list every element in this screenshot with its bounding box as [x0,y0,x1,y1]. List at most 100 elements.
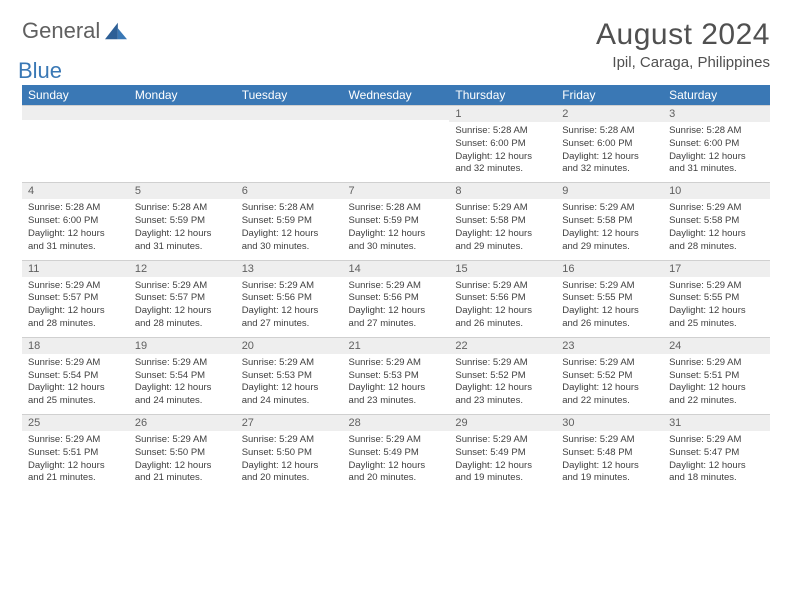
calendar-day-cell: 18Sunrise: 5:29 AMSunset: 5:54 PMDayligh… [22,337,129,414]
day-header-row: Sunday Monday Tuesday Wednesday Thursday… [22,85,770,105]
day-number: 10 [663,182,770,199]
day-info: Sunrise: 5:29 AMSunset: 5:51 PMDaylight:… [663,354,770,414]
sunset-text: Sunset: 5:53 PM [349,370,444,383]
day-info: Sunrise: 5:29 AMSunset: 5:58 PMDaylight:… [556,199,663,259]
daylight-text: Daylight: 12 hours and 26 minutes. [562,305,657,331]
day-info: Sunrise: 5:29 AMSunset: 5:52 PMDaylight:… [556,354,663,414]
sunset-text: Sunset: 5:56 PM [349,292,444,305]
daylight-text: Daylight: 12 hours and 22 minutes. [669,382,764,408]
sunset-text: Sunset: 6:00 PM [669,138,764,151]
calendar-day-cell: 27Sunrise: 5:29 AMSunset: 5:50 PMDayligh… [236,414,343,491]
day-info: Sunrise: 5:28 AMSunset: 5:59 PMDaylight:… [236,199,343,259]
sunrise-text: Sunrise: 5:29 AM [669,357,764,370]
day-number: 17 [663,260,770,277]
calendar-day-cell: 25Sunrise: 5:29 AMSunset: 5:51 PMDayligh… [22,414,129,491]
daylight-text: Daylight: 12 hours and 27 minutes. [349,305,444,331]
day-number: 3 [663,105,770,122]
sunrise-text: Sunrise: 5:28 AM [455,125,550,138]
day-header: Thursday [449,85,556,105]
day-header: Tuesday [236,85,343,105]
sunset-text: Sunset: 5:50 PM [135,447,230,460]
day-info: Sunrise: 5:29 AMSunset: 5:52 PMDaylight:… [449,354,556,414]
sunrise-text: Sunrise: 5:28 AM [349,202,444,215]
daylight-text: Daylight: 12 hours and 21 minutes. [28,460,123,486]
day-info: Sunrise: 5:29 AMSunset: 5:55 PMDaylight:… [663,277,770,337]
calendar-day-cell: 23Sunrise: 5:29 AMSunset: 5:52 PMDayligh… [556,337,663,414]
sunrise-text: Sunrise: 5:29 AM [455,280,550,293]
day-number [236,105,343,120]
day-info: Sunrise: 5:28 AMSunset: 5:59 PMDaylight:… [129,199,236,259]
month-title: August 2024 [596,18,770,52]
day-info: Sunrise: 5:29 AMSunset: 5:54 PMDaylight:… [22,354,129,414]
day-info [236,120,343,168]
daylight-text: Daylight: 12 hours and 29 minutes. [455,228,550,254]
logo: General Blue [22,18,127,70]
sunrise-text: Sunrise: 5:29 AM [135,280,230,293]
sunrise-text: Sunrise: 5:29 AM [669,434,764,447]
sunset-text: Sunset: 5:48 PM [562,447,657,460]
sunrise-text: Sunrise: 5:29 AM [455,357,550,370]
sunrise-text: Sunrise: 5:29 AM [669,280,764,293]
day-header: Friday [556,85,663,105]
sunrise-text: Sunrise: 5:29 AM [135,357,230,370]
sunrise-text: Sunrise: 5:29 AM [28,434,123,447]
sunrise-text: Sunrise: 5:29 AM [562,434,657,447]
location-subtitle: Ipil, Caraga, Philippines [596,54,770,71]
day-info: Sunrise: 5:28 AMSunset: 6:00 PMDaylight:… [663,122,770,182]
day-number [343,105,450,120]
calendar-day-cell: 3Sunrise: 5:28 AMSunset: 6:00 PMDaylight… [663,105,770,182]
day-number [129,105,236,120]
sunrise-text: Sunrise: 5:29 AM [562,357,657,370]
calendar-day-cell: 29Sunrise: 5:29 AMSunset: 5:49 PMDayligh… [449,414,556,491]
day-header: Sunday [22,85,129,105]
day-info: Sunrise: 5:29 AMSunset: 5:55 PMDaylight:… [556,277,663,337]
sunset-text: Sunset: 5:57 PM [28,292,123,305]
daylight-text: Daylight: 12 hours and 19 minutes. [562,460,657,486]
daylight-text: Daylight: 12 hours and 19 minutes. [455,460,550,486]
day-number: 14 [343,260,450,277]
calendar-day-cell: 22Sunrise: 5:29 AMSunset: 5:52 PMDayligh… [449,337,556,414]
sunrise-text: Sunrise: 5:29 AM [242,280,337,293]
sunset-text: Sunset: 5:57 PM [135,292,230,305]
title-block: August 2024 Ipil, Caraga, Philippines [596,18,770,71]
daylight-text: Daylight: 12 hours and 28 minutes. [135,305,230,331]
sunset-text: Sunset: 6:00 PM [28,215,123,228]
day-info [22,120,129,168]
daylight-text: Daylight: 12 hours and 23 minutes. [349,382,444,408]
sunset-text: Sunset: 5:53 PM [242,370,337,383]
day-number: 20 [236,337,343,354]
daylight-text: Daylight: 12 hours and 28 minutes. [28,305,123,331]
day-info: Sunrise: 5:29 AMSunset: 5:47 PMDaylight:… [663,431,770,491]
sunrise-text: Sunrise: 5:28 AM [28,202,123,215]
calendar-week-row: 1Sunrise: 5:28 AMSunset: 6:00 PMDaylight… [22,105,770,182]
calendar-day-cell: 2Sunrise: 5:28 AMSunset: 6:00 PMDaylight… [556,105,663,182]
day-info: Sunrise: 5:29 AMSunset: 5:56 PMDaylight:… [343,277,450,337]
day-number: 6 [236,182,343,199]
calendar-day-cell: 1Sunrise: 5:28 AMSunset: 6:00 PMDaylight… [449,105,556,182]
day-number: 5 [129,182,236,199]
sunset-text: Sunset: 5:49 PM [455,447,550,460]
calendar-day-cell [343,105,450,182]
sunrise-text: Sunrise: 5:29 AM [242,434,337,447]
daylight-text: Daylight: 12 hours and 23 minutes. [455,382,550,408]
day-header: Monday [129,85,236,105]
calendar-day-cell: 15Sunrise: 5:29 AMSunset: 5:56 PMDayligh… [449,260,556,337]
sunset-text: Sunset: 5:54 PM [28,370,123,383]
calendar-day-cell: 12Sunrise: 5:29 AMSunset: 5:57 PMDayligh… [129,260,236,337]
daylight-text: Daylight: 12 hours and 32 minutes. [455,151,550,177]
sunrise-text: Sunrise: 5:29 AM [242,357,337,370]
day-info: Sunrise: 5:28 AMSunset: 6:00 PMDaylight:… [449,122,556,182]
day-info: Sunrise: 5:29 AMSunset: 5:48 PMDaylight:… [556,431,663,491]
day-number: 18 [22,337,129,354]
calendar-day-cell: 8Sunrise: 5:29 AMSunset: 5:58 PMDaylight… [449,182,556,259]
sunset-text: Sunset: 5:55 PM [562,292,657,305]
sunrise-text: Sunrise: 5:28 AM [562,125,657,138]
header: General Blue August 2024 Ipil, Caraga, P… [22,18,770,71]
day-number: 27 [236,414,343,431]
daylight-text: Daylight: 12 hours and 31 minutes. [135,228,230,254]
daylight-text: Daylight: 12 hours and 30 minutes. [242,228,337,254]
day-info: Sunrise: 5:29 AMSunset: 5:58 PMDaylight:… [663,199,770,259]
calendar-day-cell: 31Sunrise: 5:29 AMSunset: 5:47 PMDayligh… [663,414,770,491]
sunrise-text: Sunrise: 5:28 AM [669,125,764,138]
calendar-day-cell [236,105,343,182]
